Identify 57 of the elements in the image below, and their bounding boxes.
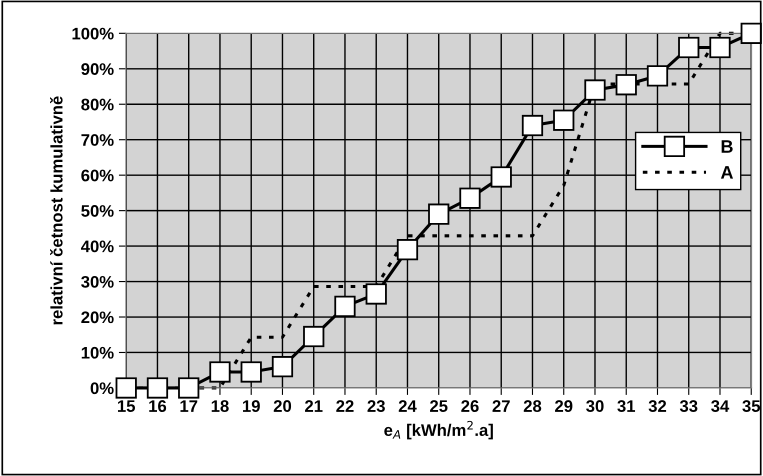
y-tick-label: 60%	[81, 170, 114, 182]
point	[740, 22, 762, 44]
x-tick-label: 22	[336, 400, 354, 412]
x-tick-label: 23	[368, 400, 385, 412]
x-tick-label: 26	[461, 400, 479, 412]
point	[366, 283, 387, 305]
point	[116, 377, 137, 399]
point	[272, 356, 294, 378]
y-tick-label: 100%	[72, 28, 114, 40]
x-tick-label: 20	[274, 400, 292, 412]
legend-label: B	[722, 140, 733, 153]
y-tick-label: 0%	[90, 382, 114, 394]
x-tick-label: 28	[524, 400, 542, 412]
x-tick-label: 15	[118, 400, 136, 412]
x-tick-label: 31	[617, 400, 636, 412]
legend-label: A	[720, 166, 734, 179]
x-tick-label: 32	[648, 400, 666, 412]
y-tick-label: 90%	[81, 63, 114, 75]
y-tick-label: 30%	[81, 276, 114, 288]
x-tick-label: 25	[430, 400, 448, 412]
point	[334, 296, 356, 318]
y-tick-label: 10%	[82, 346, 114, 359]
y-axis-title: relativní četnost kumulativně	[50, 96, 63, 324]
point	[709, 36, 731, 58]
point	[146, 377, 168, 399]
point	[522, 114, 544, 136]
y-tick-label: 70%	[81, 134, 114, 146]
point	[209, 361, 231, 383]
x-tick-label: 27	[492, 400, 510, 412]
x-tick-label: 29	[555, 400, 572, 412]
point	[553, 110, 574, 131]
point	[616, 74, 637, 96]
y-tick-label: 80%	[81, 98, 114, 110]
x-tick-label: 16	[149, 400, 166, 412]
point	[303, 326, 324, 348]
point	[459, 188, 481, 209]
point	[646, 65, 668, 86]
point	[678, 36, 700, 58]
x-tick-label: 35	[742, 400, 760, 412]
y-tick-label: 40%	[80, 240, 114, 252]
x-axis-title: e$_{A}$ [kWh/m$^{2}$.a]	[384, 420, 493, 440]
x-tick-label: 21	[305, 400, 323, 412]
point	[584, 79, 606, 101]
point	[490, 166, 512, 188]
x-tick-label: 19	[242, 400, 260, 412]
point	[178, 377, 200, 399]
y-tick-label: 50%	[81, 205, 114, 217]
x-tick-label: 30	[586, 400, 604, 412]
point	[396, 239, 418, 260]
x-tick-label: 17	[180, 400, 198, 412]
y-tick-label: 20%	[81, 311, 114, 324]
x-tick-label: 24	[398, 400, 417, 412]
x-tick-label: 18	[212, 400, 229, 412]
point	[428, 204, 450, 225]
x-tick-label: 33	[680, 400, 698, 412]
point	[240, 361, 262, 383]
x-tick-label: 34	[711, 400, 730, 412]
